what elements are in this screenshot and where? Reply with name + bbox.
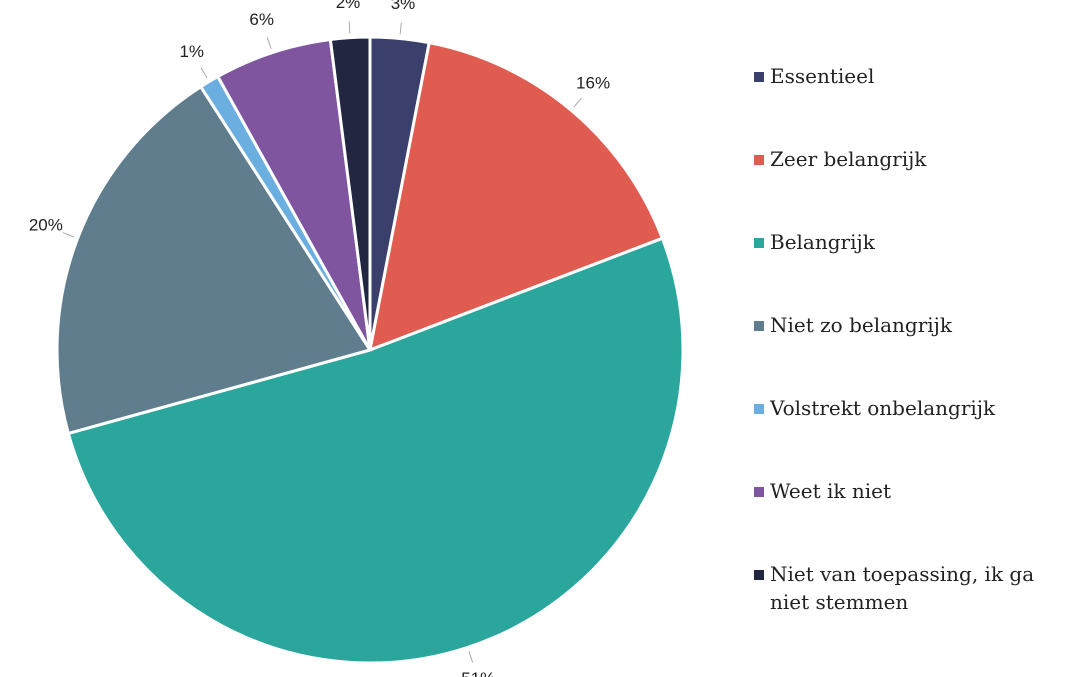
data-label: 16% bbox=[576, 74, 610, 93]
legend-swatch bbox=[754, 404, 764, 414]
legend-item: Belangrijk bbox=[752, 228, 1070, 311]
pie-slice bbox=[215, 37, 372, 351]
legend-swatch bbox=[754, 155, 764, 165]
leader-line bbox=[573, 97, 582, 108]
legend: Essentieel Zeer belangrijk Belangrijk Niet … bbox=[752, 62, 1070, 643]
legend-item: Weet ik niet bbox=[752, 477, 1070, 560]
leader-line bbox=[200, 67, 208, 79]
legend-label: Belangrijk bbox=[770, 230, 875, 254]
legend-label: Zeer belangrijk bbox=[770, 147, 927, 171]
leader-line bbox=[266, 37, 272, 49]
legend-item: Niet zo belangrijk bbox=[752, 311, 1070, 394]
legend-label: Volstrekt onbelangrijk bbox=[770, 396, 996, 420]
leader-line bbox=[399, 22, 402, 35]
pie-slice bbox=[55, 84, 373, 436]
legend-swatch bbox=[754, 321, 764, 331]
pie-slice bbox=[328, 35, 372, 351]
data-label: 20% bbox=[29, 216, 63, 235]
legend-label: Niet zo belangrijk bbox=[770, 313, 952, 337]
data-label: 2% bbox=[336, 0, 361, 12]
data-label: 1% bbox=[179, 42, 204, 61]
leader-line bbox=[62, 232, 75, 238]
data-label: 3% bbox=[391, 0, 416, 13]
legend-label: Niet van toepassing, ik ga niet stemmen bbox=[770, 562, 1035, 614]
legend-swatch bbox=[754, 72, 764, 82]
data-label: 51% bbox=[461, 669, 495, 677]
legend-swatch bbox=[754, 570, 764, 580]
legend-item: Zeer belangrijk bbox=[752, 145, 1070, 228]
legend-item: Volstrekt onbelangrijk bbox=[752, 394, 1070, 477]
leader-line bbox=[348, 21, 351, 34]
legend-label: Essentieel bbox=[770, 64, 875, 88]
pie-slice bbox=[66, 236, 685, 665]
chart: 3% 16% 51% 20% 1% 6% 2% bbox=[29, 0, 685, 677]
pie-slice bbox=[368, 40, 665, 353]
legend-label: Weet ik niet bbox=[770, 479, 892, 503]
legend-swatch bbox=[754, 487, 764, 497]
data-label: 6% bbox=[249, 10, 274, 29]
leader-line bbox=[468, 651, 474, 663]
legend-item: Niet van toepassing, ik ga niet stemmen bbox=[752, 560, 1070, 643]
legend-swatch bbox=[754, 238, 764, 248]
legend-item: Essentieel bbox=[752, 62, 1070, 145]
